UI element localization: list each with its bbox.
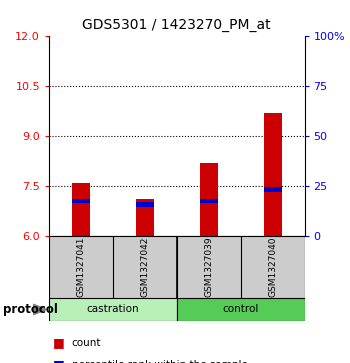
- Text: ■: ■: [52, 358, 64, 363]
- Bar: [264, 187, 281, 192]
- Text: protocol: protocol: [4, 303, 58, 316]
- Text: control: control: [223, 305, 259, 314]
- FancyBboxPatch shape: [49, 236, 304, 298]
- Bar: [72, 183, 90, 236]
- Bar: [136, 199, 154, 236]
- Bar: [72, 199, 90, 203]
- Bar: [200, 199, 218, 203]
- FancyBboxPatch shape: [177, 298, 304, 321]
- Bar: [264, 113, 281, 236]
- Text: count: count: [72, 338, 101, 348]
- Text: GSM1327042: GSM1327042: [140, 237, 149, 297]
- Text: GSM1327039: GSM1327039: [204, 236, 213, 297]
- FancyBboxPatch shape: [49, 298, 177, 321]
- Text: ■: ■: [52, 337, 64, 350]
- Text: GSM1327040: GSM1327040: [268, 237, 277, 297]
- Text: GSM1327041: GSM1327041: [76, 237, 85, 297]
- Bar: [136, 202, 154, 207]
- Text: castration: castration: [86, 305, 139, 314]
- Bar: [200, 163, 218, 236]
- Text: percentile rank within the sample: percentile rank within the sample: [72, 360, 248, 363]
- Polygon shape: [33, 304, 47, 315]
- Title: GDS5301 / 1423270_PM_at: GDS5301 / 1423270_PM_at: [83, 19, 271, 33]
